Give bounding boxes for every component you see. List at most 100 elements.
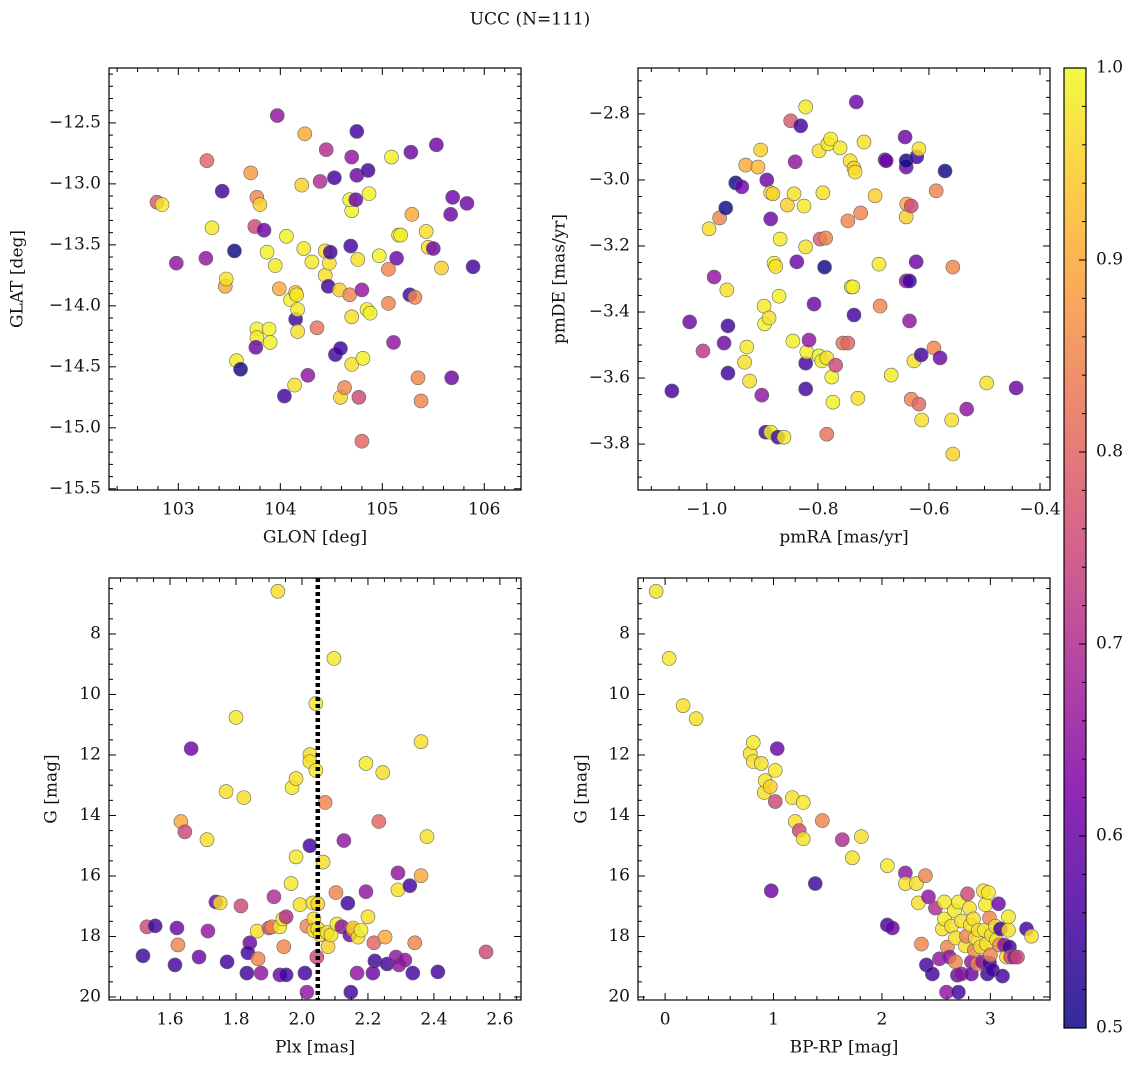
point (253, 965, 269, 981)
point (407, 935, 423, 951)
point (883, 367, 899, 383)
point (296, 241, 312, 256)
point (911, 396, 927, 412)
point (787, 154, 803, 170)
point (397, 952, 413, 968)
point (317, 795, 333, 810)
point (354, 433, 370, 449)
x-tick-label: 2 (877, 1010, 888, 1030)
point (328, 885, 344, 900)
x-tick-label: 104 (264, 500, 296, 520)
point (212, 895, 228, 911)
y-tick-label: 18 (608, 926, 630, 946)
point (845, 850, 860, 866)
point (262, 335, 278, 350)
point (177, 824, 193, 840)
x-axis-label: pmRA [mas/yr] (779, 528, 908, 548)
point (944, 412, 960, 428)
point (278, 909, 294, 925)
y-tick-label: −15.0 (49, 417, 101, 437)
point (834, 832, 850, 847)
point (147, 918, 163, 934)
point (815, 813, 830, 828)
point (381, 261, 396, 277)
point (228, 710, 244, 725)
point (981, 885, 996, 900)
point (951, 984, 966, 1000)
point (763, 883, 779, 899)
point (846, 307, 862, 323)
x-tick-label: 105 (366, 500, 398, 520)
plot-frame (108, 577, 522, 1001)
point (287, 377, 302, 393)
y-tick-label: 14 (608, 805, 630, 825)
point (806, 296, 822, 312)
colorbar-tick-label: 0.7 (1096, 634, 1123, 654)
y-tick-label: −2.8 (589, 103, 630, 123)
point (801, 332, 817, 348)
point (978, 897, 993, 913)
point (750, 159, 766, 175)
point (1008, 380, 1024, 396)
point (300, 368, 316, 383)
x-tick-label: −0.4 (1019, 500, 1060, 520)
point (344, 357, 360, 372)
point (871, 256, 887, 272)
point (288, 771, 304, 786)
point (219, 954, 235, 970)
point (819, 426, 835, 442)
point (799, 344, 815, 360)
point (199, 153, 215, 168)
point (183, 741, 199, 756)
y-tick-label: 20 (79, 986, 101, 1006)
point (236, 790, 252, 805)
point (737, 354, 752, 370)
point (767, 763, 783, 778)
y-tick-label: 18 (79, 926, 101, 946)
point (880, 858, 895, 873)
point (856, 134, 872, 150)
y-axis-label: GLAT [deg] (8, 230, 28, 328)
point (664, 383, 680, 399)
y-tick-label: −12.5 (49, 112, 101, 132)
colorbar-tick-label: 0.6 (1096, 826, 1123, 846)
point (847, 164, 863, 180)
point (878, 153, 894, 169)
x-tick-label: −0.8 (797, 500, 838, 520)
point (239, 965, 255, 981)
colorbar-tick-label: 0.5 (1096, 1018, 1123, 1038)
point (897, 129, 913, 145)
point (818, 230, 833, 246)
point (371, 814, 387, 829)
point (402, 878, 418, 893)
point (845, 279, 861, 295)
y-tick-label: −13.0 (49, 173, 101, 193)
y-tick-label: 10 (79, 684, 101, 704)
point (309, 320, 325, 336)
y-tick-label: −3.8 (589, 434, 630, 454)
point (390, 865, 406, 881)
point (342, 287, 357, 303)
point (902, 313, 917, 329)
point (720, 318, 736, 334)
point (361, 186, 377, 201)
point (995, 968, 1010, 984)
y-tick-label: 8 (90, 623, 101, 643)
point (169, 920, 185, 936)
point (753, 142, 769, 158)
point (218, 784, 234, 799)
point (768, 259, 784, 274)
point (932, 350, 948, 366)
plot-frame (637, 577, 1051, 1001)
point (191, 949, 207, 965)
point (272, 281, 287, 297)
point (763, 211, 779, 227)
x-tick-label: −0.6 (908, 500, 949, 520)
x-tick-label: 1 (768, 1010, 779, 1030)
point (817, 259, 832, 275)
point (276, 939, 292, 955)
point (322, 244, 338, 260)
point (850, 390, 866, 406)
point (771, 288, 787, 304)
